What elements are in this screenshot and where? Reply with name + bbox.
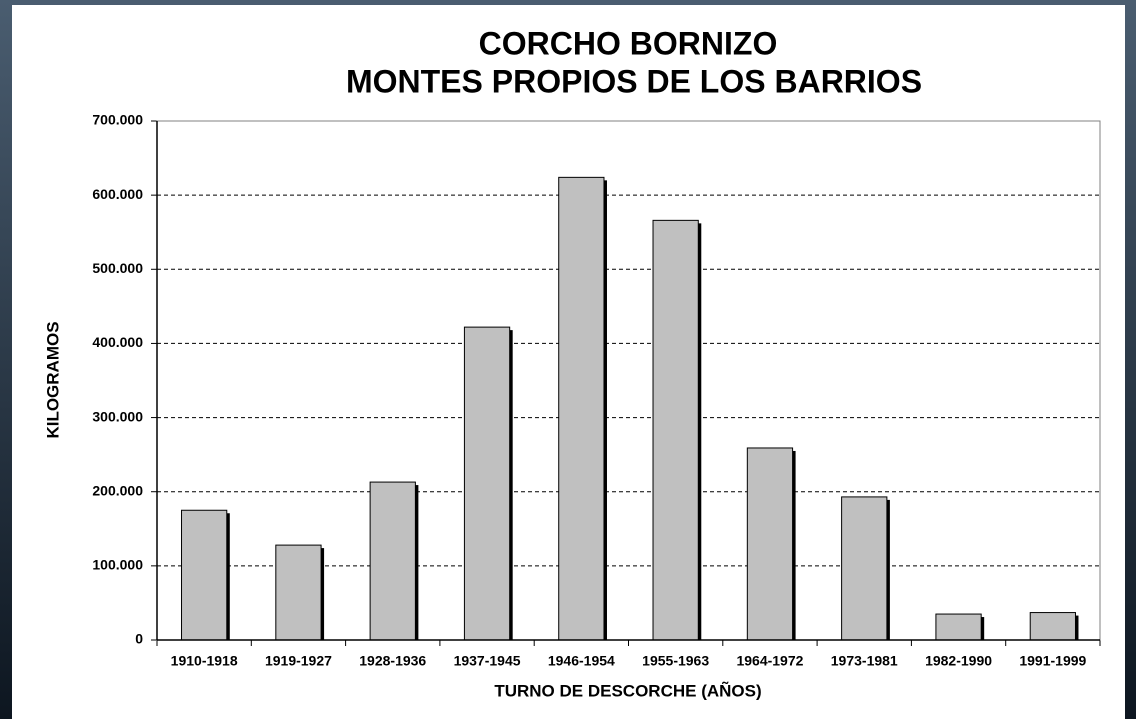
- y-tick-label: 200.000: [92, 482, 143, 498]
- y-tick-label: 400.000: [92, 334, 143, 350]
- bar: [841, 496, 888, 641]
- x-tick-label: 1982-1990: [925, 653, 992, 669]
- y-tick-label: 600.000: [92, 186, 143, 202]
- bar: [558, 176, 605, 641]
- chart-subtitle: MONTES PROPIOS DE LOS BARRIOS: [346, 63, 922, 99]
- y-tick-label: 300.000: [92, 408, 143, 424]
- x-tick-label: 1973-1981: [831, 653, 898, 669]
- bar: [369, 481, 416, 641]
- x-tick-label: 1910-1918: [171, 653, 238, 669]
- x-tick-label: 1946-1954: [548, 653, 615, 669]
- bar: [275, 544, 322, 641]
- bar: [652, 219, 699, 641]
- y-axis-title: KILOGRAMOS: [43, 321, 62, 438]
- x-tick-label: 1937-1945: [454, 653, 521, 669]
- x-tick-label: 1919-1927: [265, 653, 332, 669]
- x-tick-label: 1964-1972: [736, 653, 803, 669]
- chart-title: CORCHO BORNIZO: [479, 25, 778, 61]
- y-tick-label: 100.000: [92, 557, 143, 573]
- x-axis-title: TURNO DE DESCORCHE (AÑOS): [494, 680, 761, 700]
- x-tick-label: 1955-1963: [642, 653, 709, 669]
- y-tick-label: 500.000: [92, 260, 143, 276]
- x-tick-label: 1991-1999: [1019, 653, 1086, 669]
- x-tick-label: 1928-1936: [359, 653, 426, 669]
- bar: [1029, 612, 1076, 641]
- bar: [181, 509, 228, 641]
- bar: [463, 326, 511, 641]
- y-tick-label: 700.000: [92, 112, 143, 128]
- bar: [746, 447, 794, 641]
- y-tick-label: 0: [135, 631, 143, 647]
- bar: [935, 613, 982, 641]
